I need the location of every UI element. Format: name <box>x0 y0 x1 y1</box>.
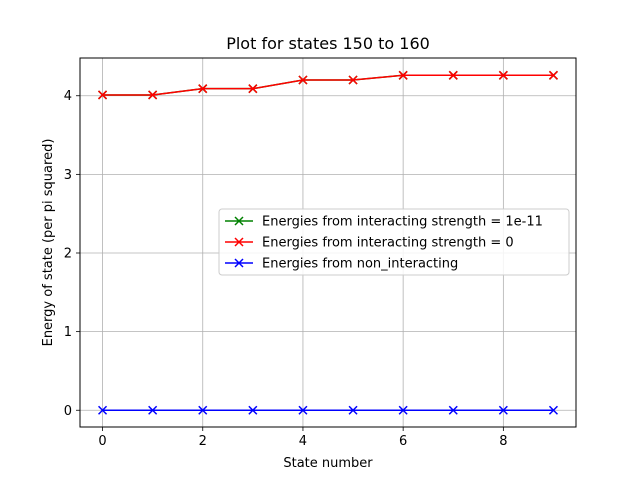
data-point-marker <box>248 405 258 415</box>
tick-layer: 0 2 4 6 8 0 1 2 3 4 <box>64 89 508 449</box>
series-2 <box>98 405 558 415</box>
x-tick-label: 2 <box>199 434 207 449</box>
x-tick-label: 4 <box>299 434 307 449</box>
legend-box <box>218 208 570 276</box>
data-point-marker <box>248 84 258 94</box>
legend-item: Energies from interacting strength = 1e-… <box>225 215 543 230</box>
plot-frame <box>79 57 577 428</box>
data-point-marker <box>348 405 358 415</box>
data-point-marker <box>548 405 558 415</box>
x-tick-label: 0 <box>98 434 106 449</box>
data-point-marker <box>148 405 158 415</box>
y-tick-label: 4 <box>64 89 72 104</box>
data-point-marker <box>398 70 408 80</box>
x-tick-label: 8 <box>499 434 507 449</box>
series-1 <box>98 70 558 100</box>
legend-marker <box>234 258 244 268</box>
y-tick-label: 1 <box>64 325 72 340</box>
data-point-marker <box>198 84 208 94</box>
data-point-marker <box>298 405 308 415</box>
y-tick-label: 2 <box>64 246 72 261</box>
legend-item: Energies from interacting strength = 0 <box>225 236 514 251</box>
data-point-marker <box>498 70 508 80</box>
legend-label: Energies from interacting strength = 0 <box>262 236 514 251</box>
legend-marker <box>234 216 244 226</box>
legend-label: Energies from interacting strength = 1e-… <box>262 215 543 230</box>
y-tick-label: 0 <box>64 404 72 419</box>
series-line <box>102 74 554 96</box>
data-point-marker <box>498 405 508 415</box>
data-point-marker <box>548 70 558 80</box>
y-tick-label: 3 <box>64 168 72 183</box>
data-point-marker <box>148 90 158 100</box>
y-axis-title: Energy of state (per pi squared) <box>41 139 56 347</box>
legend-label: Energies from non_interacting <box>262 257 458 272</box>
legend: Energies from interacting strength = 1e-… <box>218 208 570 276</box>
x-axis-title: State number <box>283 456 373 471</box>
data-point-marker <box>398 405 408 415</box>
data-point-marker <box>198 405 208 415</box>
data-point-marker <box>298 75 308 85</box>
x-tick-label: 6 <box>399 434 407 449</box>
legend-marker <box>234 237 244 247</box>
data-point-marker <box>98 405 108 415</box>
data-point-marker <box>348 75 358 85</box>
chart-title: Plot for states 150 to 160 <box>226 34 430 53</box>
series-layer <box>98 70 558 415</box>
legend-item: Energies from non_interacting <box>225 257 458 272</box>
data-point-marker <box>448 70 458 80</box>
data-point-marker <box>448 405 458 415</box>
data-point-marker <box>98 90 108 100</box>
